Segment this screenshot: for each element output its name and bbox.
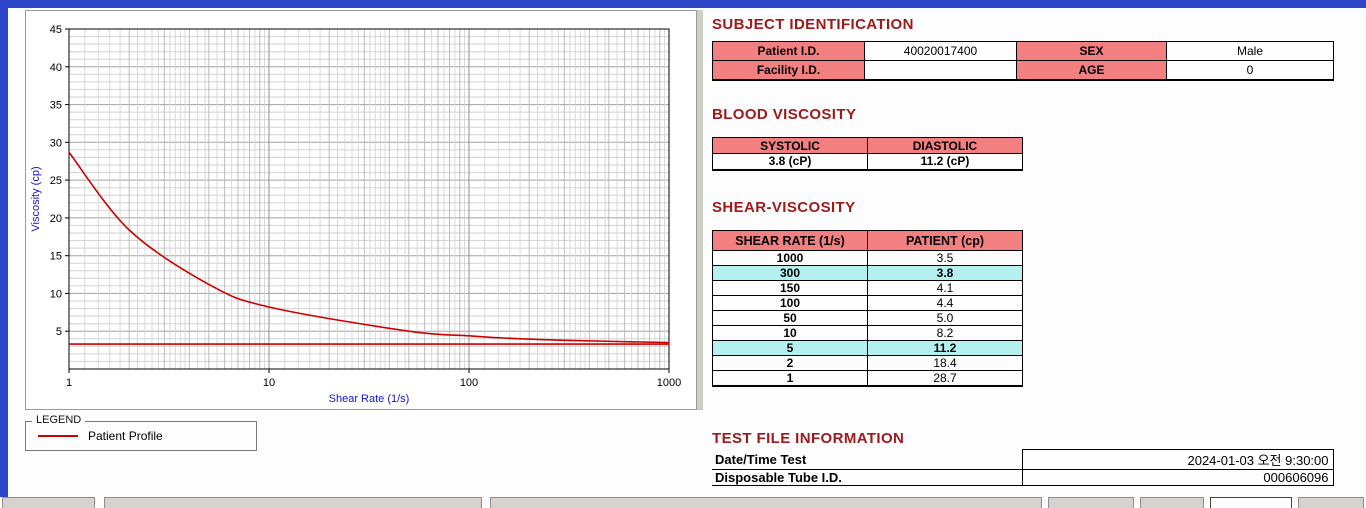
patient-value-cell: 28.7: [867, 370, 1023, 387]
taskbar-button-1[interactable]: [2, 497, 95, 508]
age-value: 0: [1166, 60, 1334, 80]
svg-text:Shear Rate (1/s): Shear Rate (1/s): [329, 393, 410, 405]
svg-text:40: 40: [50, 62, 62, 74]
shear-rate-cell: 150: [712, 280, 868, 296]
svg-text:10: 10: [263, 377, 275, 389]
table-row: Disposable Tube I.D. 000606096: [712, 469, 1334, 486]
table-row: 1000 3.5: [712, 250, 1023, 266]
svg-text:1000: 1000: [657, 377, 681, 389]
svg-text:30: 30: [50, 137, 62, 149]
shear-rate-cell: 50: [712, 310, 868, 326]
taskbar-button-2[interactable]: [104, 497, 482, 508]
table-row: Patient I.D. 40020017400 SEX Male: [712, 41, 1334, 61]
table-row: SYSTOLIC DIASTOLIC: [712, 137, 1023, 154]
date-time-test-label: Date/Time Test: [712, 449, 1022, 470]
patient-value-cell: 11.2: [867, 340, 1023, 356]
legend-box: LEGEND Patient Profile: [25, 414, 257, 451]
patient-value-cell: 4.4: [867, 295, 1023, 311]
subject-identification-title: SUBJECT IDENTIFICATION: [712, 16, 914, 33]
diastolic-header: DIASTOLIC: [867, 137, 1023, 154]
sex-value: Male: [1166, 41, 1334, 61]
patient-profile-line-icon: [38, 435, 78, 437]
svg-text:5: 5: [56, 326, 62, 338]
shear-rate-cell: 1: [712, 370, 868, 387]
disposable-tube-id-value: 000606096: [1021, 469, 1334, 486]
taskbar-button-5[interactable]: [1140, 497, 1204, 508]
taskbar-button-6[interactable]: [1298, 497, 1364, 508]
systolic-value: 3.8 (cP): [712, 153, 868, 170]
table-row: 100 4.4: [712, 295, 1023, 311]
svg-text:Viscosity (cp): Viscosity (cp): [30, 166, 42, 231]
patient-id-value: 40020017400: [864, 41, 1017, 61]
patient-value-cell: 3.5: [867, 250, 1023, 266]
shear-viscosity-chart-panel: 5 10 15 20 25 30 35 40 45 1 10 100 1000 Shear Rate (1…: [25, 10, 697, 410]
svg-text:100: 100: [460, 377, 478, 389]
sex-label: SEX: [1016, 41, 1167, 61]
patient-value-cell: 3.8: [867, 265, 1023, 281]
shear-viscosity-title: SHEAR-VISCOSITY: [712, 199, 856, 216]
table-row: 10 8.2: [712, 325, 1023, 341]
taskbar-button-4[interactable]: [1048, 497, 1134, 508]
table-header-row: SHEAR RATE (1/s) PATIENT (cp): [712, 230, 1023, 251]
patient-id-label: Patient I.D.: [712, 41, 865, 61]
systolic-header: SYSTOLIC: [712, 137, 868, 154]
legend-series-label: Patient Profile: [88, 429, 163, 443]
svg-text:10: 10: [50, 288, 62, 300]
svg-text:20: 20: [50, 213, 62, 225]
shear-rate-cell: 10: [712, 325, 868, 341]
disposable-tube-id-label: Disposable Tube I.D.: [712, 469, 1022, 486]
svg-text:15: 15: [50, 251, 62, 263]
facility-id-label: Facility I.D.: [712, 60, 865, 80]
patient-value-cell: 5.0: [867, 310, 1023, 326]
table-row: 1 28.7: [712, 370, 1023, 387]
shear-viscosity-chart: 5 10 15 20 25 30 35 40 45 1 10 100 1000 Shear Rate (1…: [30, 24, 681, 405]
shear-rate-cell: 5: [712, 340, 868, 356]
legend-row: Patient Profile: [26, 422, 256, 450]
shear-rate-header: SHEAR RATE (1/s): [712, 230, 868, 251]
table-row: 300 3.8: [712, 265, 1023, 281]
shear-rate-cell: 2: [712, 355, 868, 371]
table-row: 150 4.1: [712, 280, 1023, 296]
window-left-border: [0, 0, 8, 497]
taskbar-button-3[interactable]: [490, 497, 1042, 508]
shear-viscosity-table: SHEAR RATE (1/s) PATIENT (cp) 1000 3.5 3…: [712, 230, 1023, 387]
patient-value-cell: 8.2: [867, 325, 1023, 341]
date-time-test-value: 2024-01-03 오전 9:30:00: [1021, 449, 1334, 470]
test-file-table: Date/Time Test 2024-01-03 오전 9:30:00 Dis…: [712, 449, 1334, 486]
table-row: 50 5.0: [712, 310, 1023, 326]
shear-rate-cell: 100: [712, 295, 868, 311]
svg-text:35: 35: [50, 100, 62, 112]
patient-cp-header: PATIENT (cp): [867, 230, 1023, 251]
age-label: AGE: [1016, 60, 1167, 80]
window-top-border: [0, 0, 1366, 8]
svg-text:25: 25: [50, 175, 62, 187]
svg-text:1: 1: [66, 377, 72, 389]
table-row: 2 18.4: [712, 355, 1023, 371]
legend-title: LEGEND: [32, 414, 86, 426]
patient-value-cell: 18.4: [867, 355, 1023, 371]
facility-id-value: [864, 60, 1017, 80]
table-row: Facility I.D. AGE 0: [712, 60, 1334, 80]
diastolic-value: 11.2 (cP): [867, 153, 1023, 170]
patient-value-cell: 4.1: [867, 280, 1023, 296]
table-row: 3.8 (cP) 11.2 (cP): [712, 153, 1023, 170]
table-row: 5 11.2: [712, 340, 1023, 356]
shear-rate-cell: 300: [712, 265, 868, 281]
taskbar-field[interactable]: [1210, 497, 1292, 508]
shear-rate-cell: 1000: [712, 250, 868, 266]
test-file-information-title: TEST FILE INFORMATION: [712, 430, 905, 447]
blood-viscosity-table: SYSTOLIC DIASTOLIC 3.8 (cP) 11.2 (cP): [712, 137, 1023, 171]
svg-text:45: 45: [50, 24, 62, 36]
table-row: Date/Time Test 2024-01-03 오전 9:30:00: [712, 449, 1334, 470]
blood-viscosity-title: BLOOD VISCOSITY: [712, 106, 857, 123]
subject-id-table: Patient I.D. 40020017400 SEX Male Facili…: [712, 41, 1334, 81]
